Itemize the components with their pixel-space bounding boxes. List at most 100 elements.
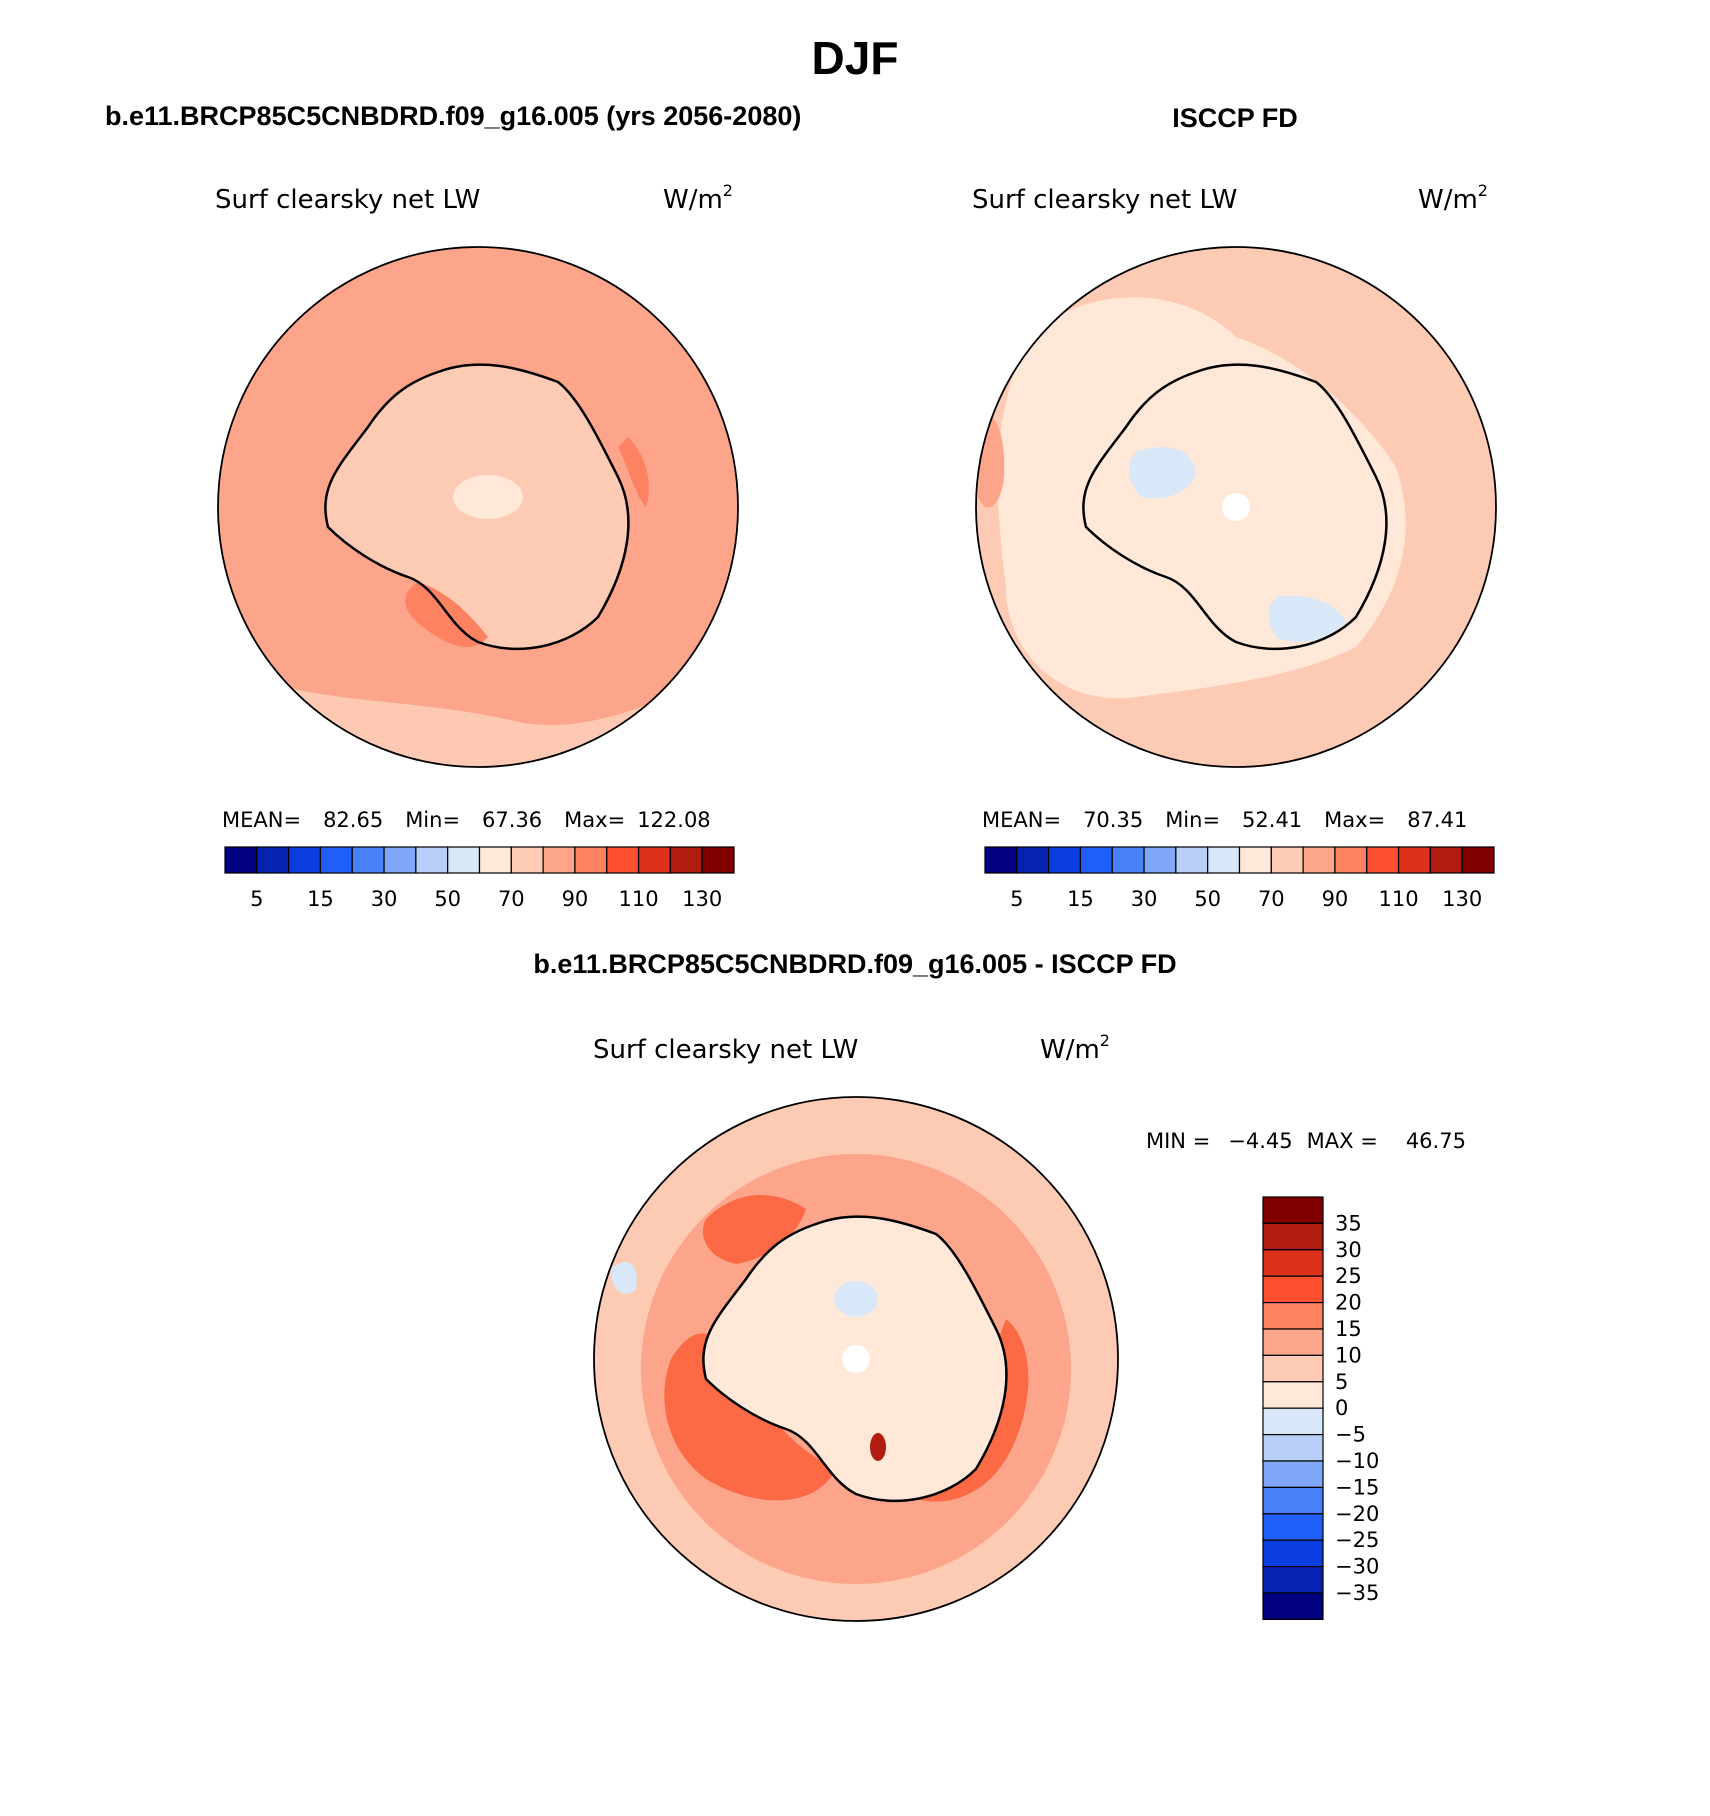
colorbar-label: 20 — [1335, 1291, 1362, 1315]
colorbar-label: 0 — [1335, 1396, 1348, 1420]
panel-obs-colorbar: 5 15 30 50 70 90 110 130 — [984, 846, 1495, 911]
colorbar-box — [637, 846, 671, 874]
panel-model-left-string: Surf clearsky net LW — [215, 185, 480, 215]
panel-obs: ISCCP FD Surf clearsky net LW W/m2 MEAN=… — [972, 103, 1497, 911]
colorbar-label: 50 — [434, 887, 461, 911]
colorbar-box — [1262, 1460, 1324, 1488]
panel-model-map-border — [217, 246, 739, 768]
colorbar-box — [1262, 1592, 1324, 1620]
colorbar-box — [1262, 1222, 1324, 1251]
panel-diff-dark-spot — [870, 1433, 886, 1461]
colorbar-box — [510, 846, 544, 874]
colorbar-label: −35 — [1335, 1581, 1379, 1605]
panel-diff-title: b.e11.BRCP85C5CNBDRD.f09_g16.005 - ISCCP… — [533, 949, 1176, 979]
panel-model-case-title: b.e11.BRCP85C5CNBDRD.f09_g16.005 (yrs 20… — [105, 101, 801, 131]
colorbar-box — [415, 846, 449, 874]
colorbar-label: 30 — [1131, 887, 1158, 911]
colorbar-label: 50 — [1194, 887, 1221, 911]
colorbar-label: 110 — [619, 887, 659, 911]
colorbar-label: 90 — [562, 887, 589, 911]
colorbar-box — [1262, 1565, 1324, 1594]
panel-model-coastline — [324, 363, 630, 651]
colorbar-box — [984, 846, 1018, 874]
colorbar-box — [669, 846, 703, 874]
colorbar-label: −5 — [1335, 1423, 1366, 1447]
colorbar-box — [383, 846, 417, 874]
colorbar-label: −30 — [1335, 1555, 1379, 1579]
colorbar-label: 5 — [1010, 887, 1023, 911]
colorbar-box — [1079, 846, 1113, 874]
colorbar-label: 130 — [682, 887, 722, 911]
colorbar-label: −10 — [1335, 1449, 1379, 1473]
panel-model-coastal-patch-east — [618, 437, 649, 507]
panel-obs-blue-patch — [1129, 447, 1196, 499]
colorbar-label: 110 — [1379, 887, 1419, 911]
colorbar-label: 70 — [498, 887, 525, 911]
colorbar-box — [1262, 1513, 1324, 1541]
panel-diff-map — [593, 1096, 1119, 1622]
panel-diff-minmax: MIN = −4.45 MAX = 46.75 — [1146, 1129, 1466, 1153]
colorbar-label: −15 — [1335, 1475, 1379, 1499]
colorbar-box — [1262, 1539, 1324, 1568]
colorbar-label: 130 — [1442, 887, 1482, 911]
colorbar-box — [1016, 846, 1050, 874]
colorbar-box — [1262, 1354, 1324, 1383]
colorbar-label: 25 — [1335, 1264, 1362, 1288]
colorbar-label: 90 — [1322, 887, 1349, 911]
panel-obs-coastline — [1082, 363, 1388, 651]
colorbar-box — [1262, 1328, 1324, 1356]
colorbar-box — [1429, 846, 1463, 874]
panel-obs-pole-hole — [1222, 493, 1250, 521]
panel-model-coastal-patch — [405, 582, 488, 648]
panel-diff: b.e11.BRCP85C5CNBDRD.f09_g16.005 - ISCCP… — [533, 949, 1466, 1622]
colorbar-box — [1262, 1301, 1324, 1330]
colorbar-box — [1262, 1433, 1324, 1462]
colorbar-box — [447, 846, 481, 874]
colorbar-box — [1207, 846, 1241, 874]
colorbar-box — [606, 846, 640, 874]
panel-diff-blue-interior — [834, 1281, 878, 1317]
panel-model-map — [217, 246, 739, 768]
panel-diff-coastline — [702, 1215, 1008, 1503]
colorbar-box — [542, 846, 576, 874]
panel-obs-blue-patch-south — [1268, 595, 1346, 642]
colorbar-label: −25 — [1335, 1528, 1379, 1552]
panel-model-interior-light — [453, 475, 523, 519]
colorbar-box — [1262, 1196, 1324, 1224]
panel-obs-stats: MEAN= 70.35 Min= 52.41 Max= 87.41 — [982, 808, 1467, 832]
colorbar-box — [224, 846, 258, 874]
colorbar-box — [1262, 1275, 1324, 1304]
panel-diff-map-border — [593, 1096, 1119, 1622]
colorbar-box — [574, 846, 608, 874]
colorbar-box — [1262, 1407, 1324, 1436]
colorbar-label: 5 — [1335, 1370, 1348, 1394]
panel-diff-left-string: Surf clearsky net LW — [593, 1035, 858, 1065]
panel-model-stats: MEAN= 82.65 Min= 67.36 Max= 122.08 — [222, 808, 711, 832]
panel-model: b.e11.BRCP85C5CNBDRD.f09_g16.005 (yrs 20… — [105, 101, 801, 911]
colorbar-box — [256, 846, 290, 874]
colorbar-box — [478, 846, 512, 874]
colorbar-box — [1175, 846, 1209, 874]
figure-title: DJF — [812, 32, 899, 84]
panel-obs-map-border — [975, 246, 1497, 768]
colorbar-box — [1334, 846, 1368, 874]
panel-obs-left-string: Surf clearsky net LW — [972, 185, 1237, 215]
colorbar-label: 70 — [1258, 887, 1285, 911]
colorbar-box — [1270, 846, 1304, 874]
panel-model-colorbar: 5 15 30 50 70 90 110 130 — [224, 846, 735, 911]
colorbar-box — [1262, 1249, 1324, 1277]
colorbar-box — [1461, 846, 1495, 874]
colorbar-label: −20 — [1335, 1502, 1379, 1526]
colorbar-box — [1397, 846, 1431, 874]
colorbar-label: 15 — [1067, 887, 1094, 911]
panel-diff-strong-north — [702, 1195, 806, 1264]
colorbar-box — [1366, 846, 1400, 874]
panel-diff-units: W/m2 — [1040, 1031, 1110, 1065]
panel-obs-map — [975, 246, 1497, 768]
colorbar-box — [1262, 1381, 1324, 1409]
colorbar-box — [701, 846, 735, 874]
colorbar-box — [288, 846, 322, 874]
colorbar-label: 10 — [1335, 1343, 1362, 1367]
